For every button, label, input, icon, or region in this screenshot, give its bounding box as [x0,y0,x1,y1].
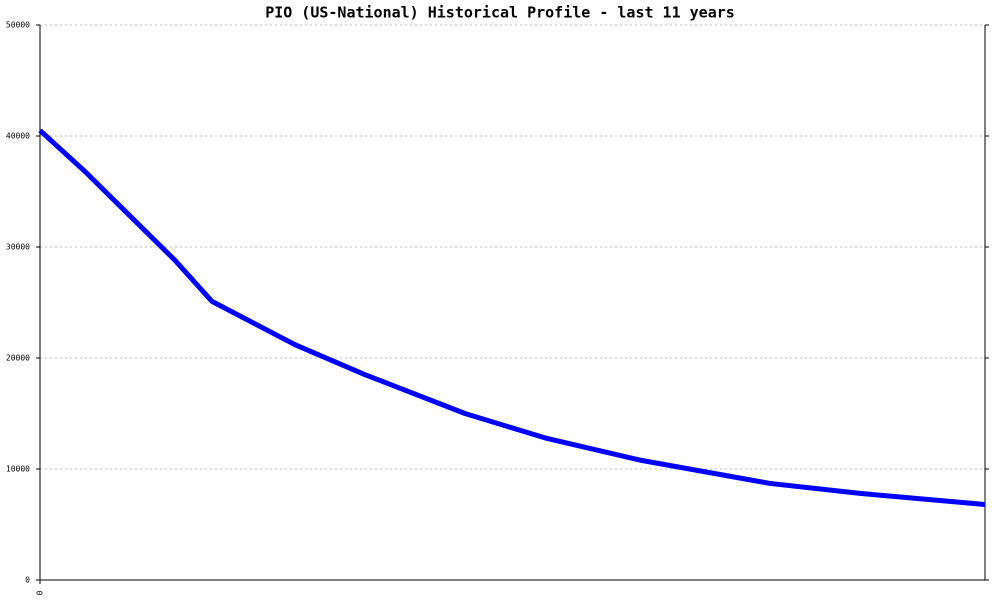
x-tick-label: 0 [36,590,45,595]
y-tick-label: 0 [25,576,30,585]
data-line [38,128,986,508]
y-tick-label: 10000 [6,465,30,474]
y-tick-label: 50000 [6,21,30,30]
y-tick-label: 20000 [6,354,30,363]
y-tick-label: 30000 [6,243,30,252]
y-tick-label: 40000 [6,132,30,141]
chart-title: PIO (US-National) Historical Profile - l… [265,4,735,22]
